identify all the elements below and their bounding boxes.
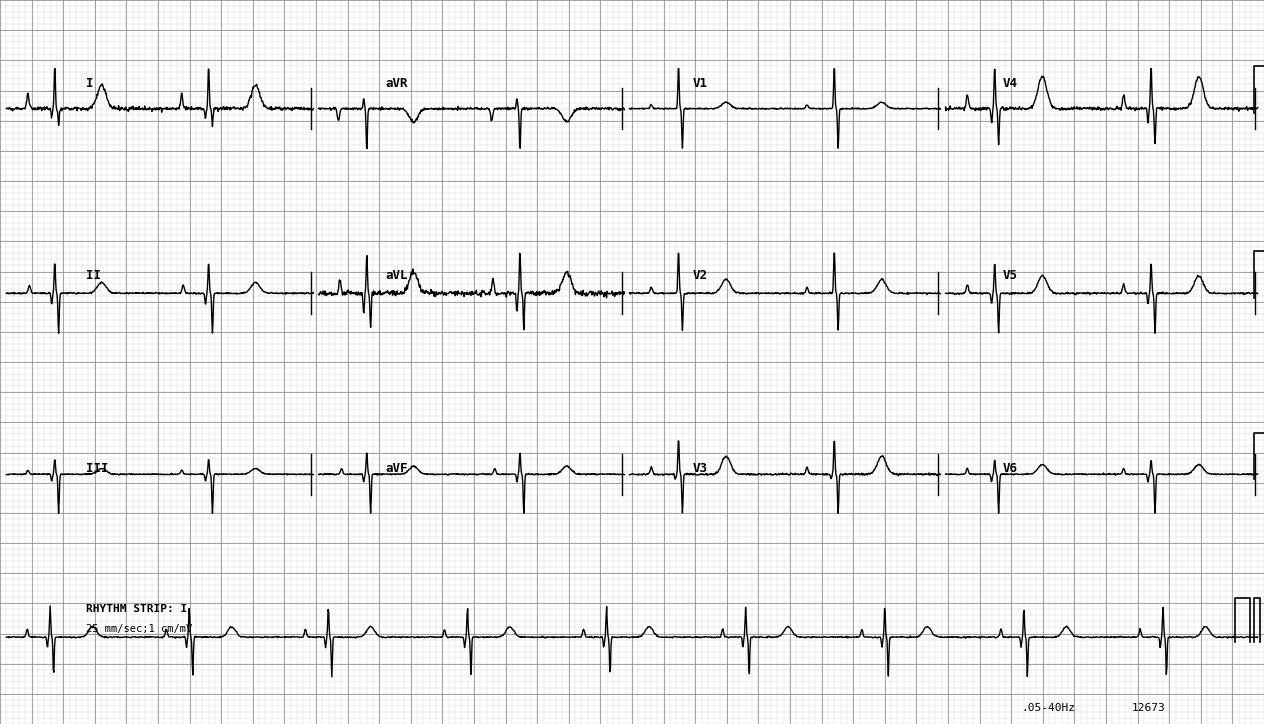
Text: 25 mm/sec;1 cm/mV: 25 mm/sec;1 cm/mV bbox=[86, 624, 192, 634]
Text: V5: V5 bbox=[1002, 269, 1018, 282]
Text: II: II bbox=[86, 269, 101, 282]
Text: V2: V2 bbox=[693, 269, 708, 282]
Text: .05-40Hz: .05-40Hz bbox=[1021, 703, 1076, 713]
Text: V6: V6 bbox=[1002, 462, 1018, 475]
Text: 12673: 12673 bbox=[1131, 703, 1165, 713]
Text: aVL: aVL bbox=[386, 269, 408, 282]
Text: V3: V3 bbox=[693, 462, 708, 475]
Text: aVR: aVR bbox=[386, 77, 408, 90]
Text: V1: V1 bbox=[693, 77, 708, 90]
Text: III: III bbox=[86, 462, 109, 475]
Text: RHYTHM STRIP: I: RHYTHM STRIP: I bbox=[86, 604, 187, 614]
Text: aVF: aVF bbox=[386, 462, 408, 475]
Text: V4: V4 bbox=[1002, 77, 1018, 90]
Text: I: I bbox=[86, 77, 94, 90]
